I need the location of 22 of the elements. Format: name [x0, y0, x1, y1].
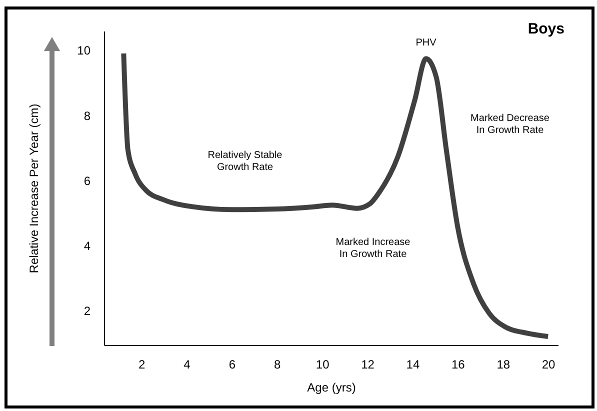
x-tick-label: 16 [451, 358, 466, 372]
x-tick-label: 4 [184, 358, 191, 372]
x-tick-label: 8 [274, 358, 282, 372]
chart-title: Boys [528, 20, 564, 38]
x-tick-label: 2 [138, 358, 146, 372]
x-axis-title: Age (yrs) [307, 380, 356, 394]
x-tick-label: 10 [316, 358, 330, 372]
x-tick-label: 6 [228, 358, 236, 372]
x-tick-label: 20 [542, 358, 556, 372]
y-tick-label: 2 [84, 304, 91, 318]
x-tick-label: 12 [361, 358, 375, 372]
x-tick-label: 18 [496, 358, 510, 372]
y-tick-label: 4 [84, 238, 91, 253]
annotation: Marked Increase In Growth Rate [336, 237, 411, 260]
annotation: Relatively Stable Growth Rate [208, 150, 283, 173]
y-tick-label: 8 [84, 108, 91, 123]
y-axis-title: Relative Increase Per Year (cm) [27, 104, 42, 274]
x-tick-label: 14 [406, 358, 420, 372]
annotation: PHV [416, 38, 437, 49]
y-tick-label: 6 [84, 174, 91, 188]
y-tick-label: 10 [77, 44, 91, 58]
annotation: Marked Decrease In Growth Rate [470, 113, 550, 136]
